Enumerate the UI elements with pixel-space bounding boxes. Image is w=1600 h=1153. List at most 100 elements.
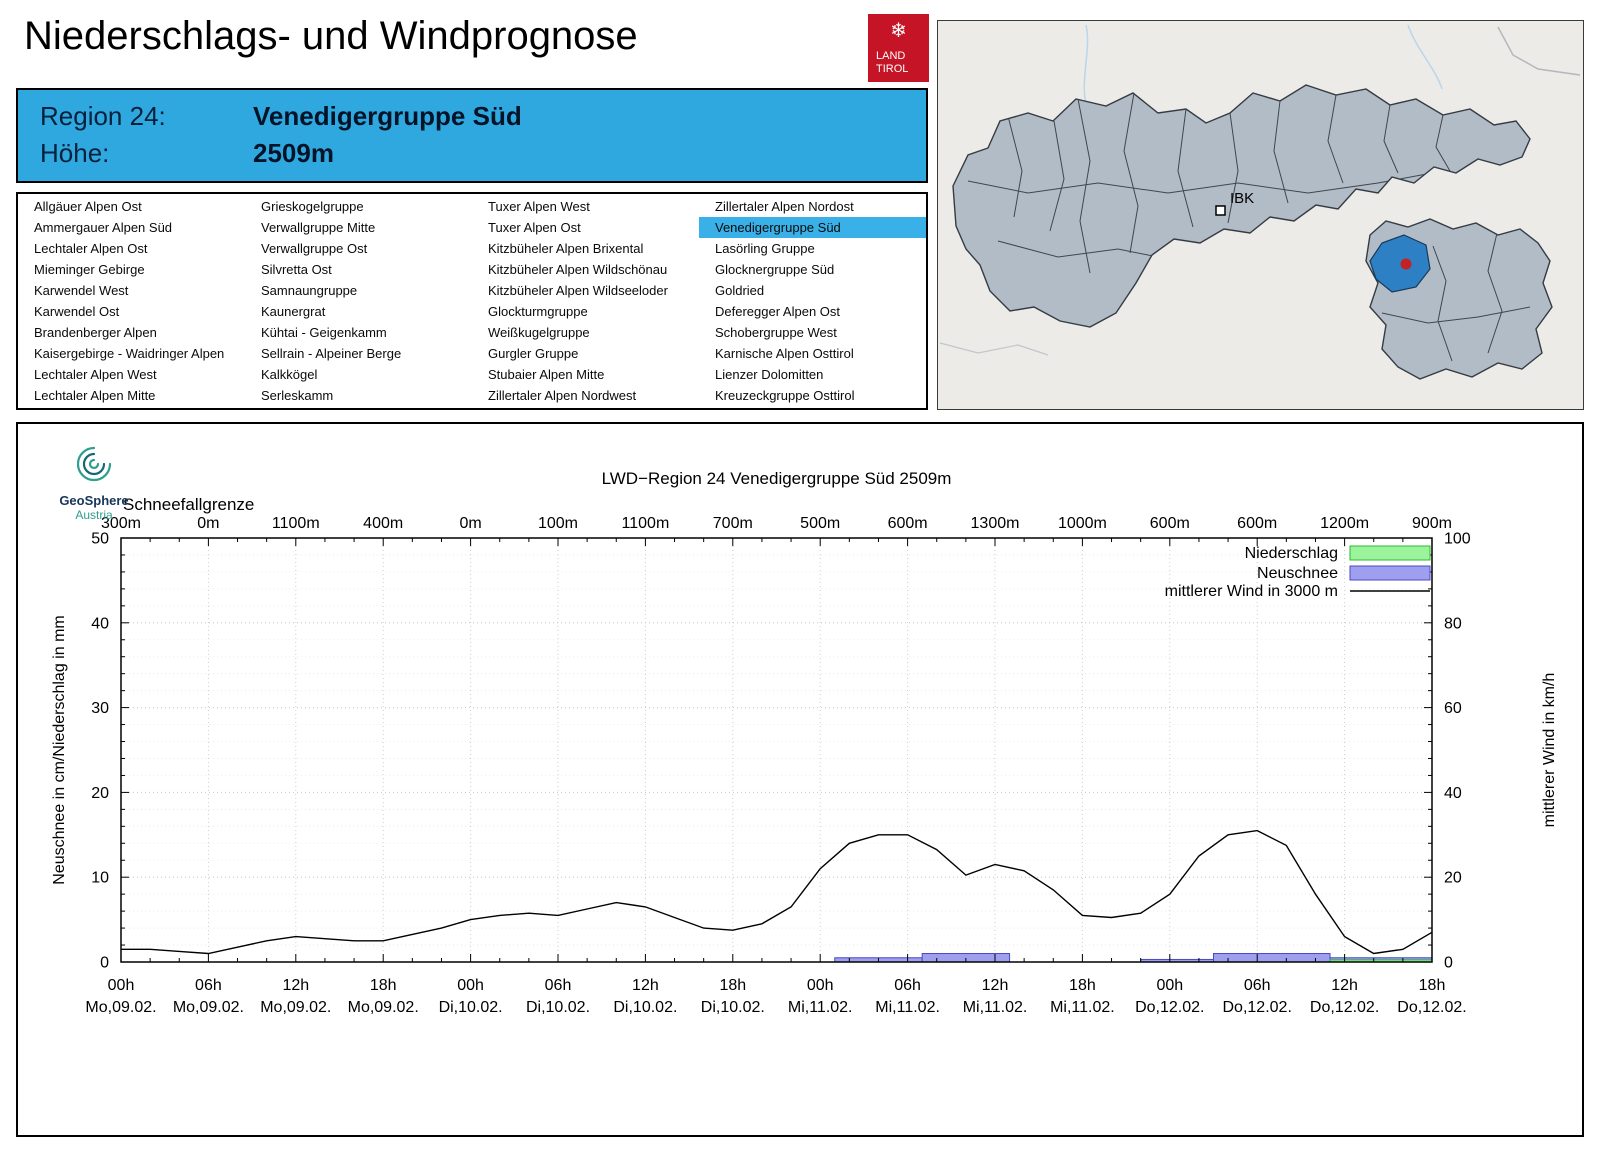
land-tirol-logo: ❄ LAND TIROL xyxy=(868,14,929,82)
region-list-item[interactable]: Tuxer Alpen Ost xyxy=(488,220,581,235)
schneefallgrenze-value: 600m xyxy=(1150,515,1190,532)
region-list-item[interactable]: Karwendel West xyxy=(34,283,129,298)
wind-line xyxy=(121,829,1433,955)
altitude-row: Höhe: 2509m xyxy=(40,138,926,169)
map-outside-border xyxy=(1497,26,1581,76)
x-tick-hour: 18h xyxy=(1419,977,1446,994)
schneefallgrenze-value: 600m xyxy=(1237,515,1277,532)
region-list-item[interactable]: Schobergruppe West xyxy=(715,325,837,340)
region-list-item[interactable]: Tuxer Alpen West xyxy=(488,199,590,214)
region-header: Region 24: Venedigergruppe Süd Höhe: 250… xyxy=(16,88,928,183)
x-tick-date: Mi,11.02. xyxy=(963,999,1028,1016)
region-list-item[interactable]: Kalkkögel xyxy=(261,367,318,382)
schneefallgrenze-value: 1000m xyxy=(1058,515,1107,532)
schneefallgrenze-value: 400m xyxy=(363,515,403,532)
region-list-item[interactable]: Deferegger Alpen Ost xyxy=(715,304,841,319)
x-tick-hour: 06h xyxy=(894,977,921,994)
region-list-item[interactable]: Kaisergebirge - Waidringer Alpen xyxy=(34,346,225,361)
x-tick-date: Mi,11.02. xyxy=(1050,999,1115,1016)
region-list-item[interactable]: Sellrain - Alpeiner Berge xyxy=(261,346,402,361)
map-selected-region[interactable] xyxy=(1369,234,1431,293)
x-tick-date: Mo,09.02. xyxy=(260,999,331,1016)
region-list-item[interactable]: Serleskamm xyxy=(261,388,334,403)
y-left-tick-label: 40 xyxy=(91,615,109,632)
region-list-item[interactable]: Zillertaler Alpen Nordwest xyxy=(488,388,637,403)
region-list-item[interactable]: Brandenberger Alpen xyxy=(34,325,157,340)
region-list-item[interactable]: Goldried xyxy=(715,283,765,298)
region-list-column: Grieskogelgruppe Verwallgruppe Mitte Verwa… xyxy=(245,194,472,408)
schneefallgrenze-value: 1100m xyxy=(622,515,670,532)
schneefallgrenze-value: 0m xyxy=(197,515,219,532)
y-right-tick-label: 80 xyxy=(1444,615,1462,632)
x-tick-hour: 18h xyxy=(719,977,746,994)
schneefallgrenze-value: 1300m xyxy=(971,515,1020,532)
x-tick-date: Di,10.02. xyxy=(526,999,590,1016)
schneefallgrenze-value: 300m xyxy=(101,515,141,532)
geosphere-logo: GeoSphere Austria xyxy=(46,442,142,522)
forecast-chart: GeoSphere Austria 0 10 20 30 40 50 0 20 40 60 80 10… xyxy=(16,422,1584,1137)
region-list-item[interactable]: Lienzer Dolomitten xyxy=(715,367,824,382)
y-right-tick-label: 40 xyxy=(1444,785,1462,802)
logo-line1: LAND xyxy=(876,49,906,62)
region-list-item[interactable]: Ammergauer Alpen Süd xyxy=(34,220,173,235)
x-tick-date: Do,12.02. xyxy=(1135,999,1204,1016)
region-row: Region 24: Venedigergruppe Süd xyxy=(40,101,926,132)
region-list-item[interactable]: Glocknergruppe Süd xyxy=(715,262,835,277)
map-outside-border xyxy=(939,342,1049,356)
region-list-item[interactable]: Kaunergrat xyxy=(261,304,326,319)
region-list-item[interactable]: Kühtai - Geigenkamm xyxy=(261,325,387,340)
region-list-item[interactable]: Zillertaler Alpen Nordost xyxy=(715,199,854,214)
region-list-item[interactable]: Kitzbüheler Alpen Wildschönau xyxy=(488,262,668,277)
x-tick-date: Di,10.02. xyxy=(613,999,677,1016)
region-list-item[interactable]: Karwendel Ost xyxy=(34,304,120,319)
region-list-item[interactable]: Kreuzeckgruppe Osttirol xyxy=(715,388,855,403)
x-tick-date: Mo,09.02. xyxy=(348,999,419,1016)
region-label: Region 24: xyxy=(40,101,166,131)
x-tick-date: Mo,09.02. xyxy=(85,999,156,1016)
y-left-tick-label: 30 xyxy=(91,700,109,717)
region-list-item[interactable]: Lechtaler Alpen Mitte xyxy=(34,388,156,403)
region-list-item[interactable]: Lechtaler Alpen West xyxy=(34,367,157,382)
map-city-marker xyxy=(1215,205,1226,216)
x-tick-hour: 12h xyxy=(632,977,659,994)
region-list-item[interactable]: Mieminger Gebirge xyxy=(34,262,145,277)
y-left-tick-label: 50 xyxy=(91,531,109,548)
schneefallgrenze-value: 0m xyxy=(459,515,481,532)
schneefallgrenze-value: 500m xyxy=(800,515,840,532)
region-list-item[interactable]: Kitzbüheler Alpen Wildseeloder xyxy=(488,283,668,298)
map-region-borders xyxy=(967,92,1451,274)
snowflake-icon: ❄ xyxy=(890,20,907,42)
x-tick-hour: 18h xyxy=(370,977,397,994)
legend-label: mittlerer Wind in 3000 m xyxy=(1165,583,1338,600)
region-list-item[interactable]: Lasörling Gruppe xyxy=(715,241,815,256)
tirol-map[interactable]: IBK xyxy=(937,20,1584,410)
x-tick-date: Mo,09.02. xyxy=(173,999,244,1016)
y-right-tick-label: 60 xyxy=(1444,700,1462,717)
neuschnee-bar xyxy=(1213,953,1331,963)
region-list-item[interactable]: Lechtaler Alpen Ost xyxy=(34,241,148,256)
legend-swatch xyxy=(1349,565,1431,581)
region-list-item[interactable]: Glockturmgruppe xyxy=(488,304,588,319)
region-list-item[interactable]: Verwallgruppe Mitte xyxy=(261,220,376,235)
region-list-item[interactable]: Verwallgruppe Ost xyxy=(261,241,368,256)
region-list-item[interactable]: Gurgler Gruppe xyxy=(488,346,579,361)
region-list-item[interactable]: Karnische Alpen Osttirol xyxy=(715,346,854,361)
region-list-item[interactable]: Weißkugelgruppe xyxy=(488,325,590,340)
ylabel-left: Neuschnee in cm/Niederschlag in mm xyxy=(51,615,68,884)
region-list-item[interactable]: Stubaier Alpen Mitte xyxy=(488,367,605,382)
region-list-item[interactable]: Samnaungruppe xyxy=(261,283,358,298)
x-tick-hour: 12h xyxy=(982,977,1009,994)
region-list-item[interactable]: Allgäuer Alpen Ost xyxy=(34,199,142,214)
region-list-item[interactable]: Venedigergruppe Süd xyxy=(699,217,926,238)
x-tick-hour: 18h xyxy=(1069,977,1096,994)
map-svg: IBK xyxy=(938,21,1583,409)
region-list-item[interactable]: Kitzbüheler Alpen Brixental xyxy=(488,241,644,256)
map-city-label: IBK xyxy=(1230,190,1254,207)
legend-label: Neuschnee xyxy=(1257,565,1338,582)
map-region-borders xyxy=(1381,228,1531,362)
region-list-item[interactable]: Silvretta Ost xyxy=(261,262,332,277)
schneefallgrenze-label: Schneefallgrenze xyxy=(123,495,254,514)
region-list-item[interactable]: Grieskogelgruppe xyxy=(261,199,364,214)
schneefallgrenze-value: 700m xyxy=(713,515,753,532)
